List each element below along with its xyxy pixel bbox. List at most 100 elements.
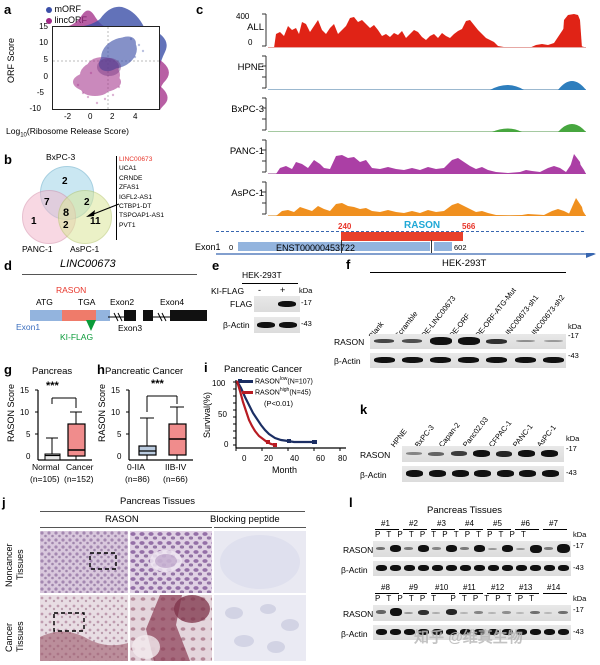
gene-item-crnde: CRNDE xyxy=(119,174,143,182)
panel-l-mw-17-block2: -17 xyxy=(573,605,584,614)
panel-e: e HEK-293T KI-FLAG - + kDa FLAG -17 β-Ac… xyxy=(210,258,312,358)
panel-d-exon1-label: Exon1 xyxy=(16,322,41,332)
panel-a-ytick-10: 10 xyxy=(39,38,48,47)
panel-a-xtick-2: 2 xyxy=(110,112,115,121)
panel-j-title-rule xyxy=(40,511,305,512)
legend-dot-lincorf xyxy=(46,17,52,24)
panel-h-ytick-15: 15 xyxy=(111,386,120,395)
venn-count-bxpc3-only: 2 xyxy=(62,176,68,187)
panel-i-legend-marker-low xyxy=(242,379,253,383)
panel-e-blot-flag xyxy=(254,296,300,312)
panel-l-rule-6 xyxy=(515,529,539,530)
panel-f-row-rason-label: RASON xyxy=(334,337,365,347)
panel-g-letter: g xyxy=(4,362,12,377)
track-label-all: ALL xyxy=(247,22,264,33)
orf-name-label: RASON xyxy=(404,220,441,231)
panel-h-n-late: (n=66) xyxy=(163,474,188,484)
panel-l-rule-9 xyxy=(403,593,427,594)
panel-a-y-axis-label: ORF Score xyxy=(6,38,16,84)
panel-e-condition-label: KI-FLAG xyxy=(211,286,245,296)
track-label-panc1: PANC-1 xyxy=(229,146,264,157)
panel-g-group-normal: Normal xyxy=(32,462,60,472)
panel-i-ytick-100: 100 xyxy=(212,379,226,388)
panel-f-blot-rason xyxy=(370,334,566,349)
panel-l-rule-12 xyxy=(487,593,511,594)
panel-i-letter: i xyxy=(204,360,208,375)
panel-i-ytick-0: 0 xyxy=(224,440,229,449)
ihc-noncancer-blocking xyxy=(214,531,306,593)
panel-l-patient-8: #8 xyxy=(381,583,390,592)
panel-e-letter: e xyxy=(212,258,220,273)
exon1-bar-tail xyxy=(434,242,452,251)
panel-f-mw-17: -17 xyxy=(568,331,579,340)
panel-c-axis-all xyxy=(262,13,267,47)
panel-l-row-actin-block1: β-Actin xyxy=(341,565,368,575)
panel-e-lane-plus: + xyxy=(280,285,286,295)
panel-k-mw-43: -43 xyxy=(566,468,577,477)
panel-e-mw-43: -43 xyxy=(301,319,312,328)
panel-c: c ALL 400 0 HPNE BxPC-3 PA xyxy=(195,0,600,258)
panel-c-axis-panc1 xyxy=(262,139,267,173)
panel-k-blot-actin xyxy=(402,466,564,482)
panel-h-ylabel: RASON Score xyxy=(97,384,107,443)
panel-g-ytick-10: 10 xyxy=(20,408,29,417)
panel-a-plot-area xyxy=(52,26,160,110)
panel-d-exon3-label: Exon3 xyxy=(118,323,143,333)
panel-l-blot-actin-block1 xyxy=(373,561,571,576)
panel-c-ytick-min: 0 xyxy=(248,38,253,47)
exon1-bar xyxy=(238,242,430,251)
exon-tick-240 xyxy=(341,240,342,253)
venn-label-bxpc3: BxPC-3 xyxy=(46,152,76,162)
panel-h-boxplot xyxy=(126,389,193,461)
panel-e-cellline-label: HEK-293T xyxy=(242,270,282,280)
panel-d-title-rule xyxy=(22,274,197,275)
legend-label-morf: mORF xyxy=(54,4,82,14)
panel-a-xtick-neg2: -2 xyxy=(64,112,72,121)
panel-i-legend-sup-high: high xyxy=(279,387,290,393)
panel-d-letter: d xyxy=(4,258,12,273)
panel-d-tga-label: TGA xyxy=(78,297,96,307)
panel-h-group-early: 0-IIA xyxy=(127,462,145,472)
panel-l-rule-8 xyxy=(375,593,399,594)
panel-i-ytick-50: 50 xyxy=(218,410,227,419)
venn-circle-aspc1 xyxy=(58,190,112,244)
panel-l-mw-17-block1: -17 xyxy=(573,541,584,550)
panel-d-exon1-3utr xyxy=(96,310,110,321)
panel-l-row-rason-block1: RASON xyxy=(343,545,374,555)
panel-e-mw-17: -17 xyxy=(301,298,312,307)
panel-f-letter: f xyxy=(346,257,351,272)
panel-d-exon4-label: Exon4 xyxy=(160,297,185,307)
panel-i: i Pancreatic Cancer Survival(%) 100 50 0 xyxy=(196,360,356,495)
panel-i-xtick-40: 40 xyxy=(290,454,299,463)
panel-f-mw-43: -43 xyxy=(568,351,579,360)
panel-g-boxplot xyxy=(35,389,92,461)
panel-h: h Pancreatic Cancer RASON Score 15 10 5 … xyxy=(95,360,200,495)
panel-l-blot-rason-block1 xyxy=(373,541,571,557)
ki-flag-arrow-icon xyxy=(86,320,96,331)
panel-k-kda-label: kDa xyxy=(566,434,580,443)
panel-j-col-rason: RASON xyxy=(105,514,139,525)
track-label-aspc1: AsPC-1 xyxy=(231,188,264,199)
venn-count-aspc1-only: 11 xyxy=(90,216,101,227)
panel-l-patient-2: #2 xyxy=(409,519,418,528)
gene-list-arrow-icon xyxy=(86,203,120,217)
panel-e-blot-actin xyxy=(254,317,300,333)
panel-l-patient-4: #4 xyxy=(465,519,474,528)
panel-f-header-rule xyxy=(370,272,566,273)
gene-item-igfl2-as1: IGFL2-AS1 xyxy=(119,193,152,201)
panel-i-legend-low: RASONlow(N=107) xyxy=(242,376,313,385)
panel-l-rule-3 xyxy=(431,529,455,530)
panel-c-ytick-max: 400 xyxy=(236,12,250,21)
panel-h-significance: *** xyxy=(151,378,164,390)
panel-h-ytick-0: 0 xyxy=(117,452,122,461)
panel-d: d LINC00673 RASON ATG TGA Exon1 Exon2 Ex… xyxy=(0,258,210,358)
panel-l-patient-10: #10 xyxy=(435,583,449,592)
panel-l-rule-4 xyxy=(459,529,483,530)
panel-g-significance: *** xyxy=(46,380,59,392)
panel-k-lane-panc0203: Panc02.03 xyxy=(460,415,491,449)
panel-l-row-actin-block2: β-Actin xyxy=(341,629,368,639)
panel-a-ytick-15: 15 xyxy=(39,22,48,31)
panel-a-xlabel-sub: 10 xyxy=(20,132,27,139)
panel-j-col-rule-rason xyxy=(40,527,212,528)
panel-l-rule-2 xyxy=(403,529,427,530)
